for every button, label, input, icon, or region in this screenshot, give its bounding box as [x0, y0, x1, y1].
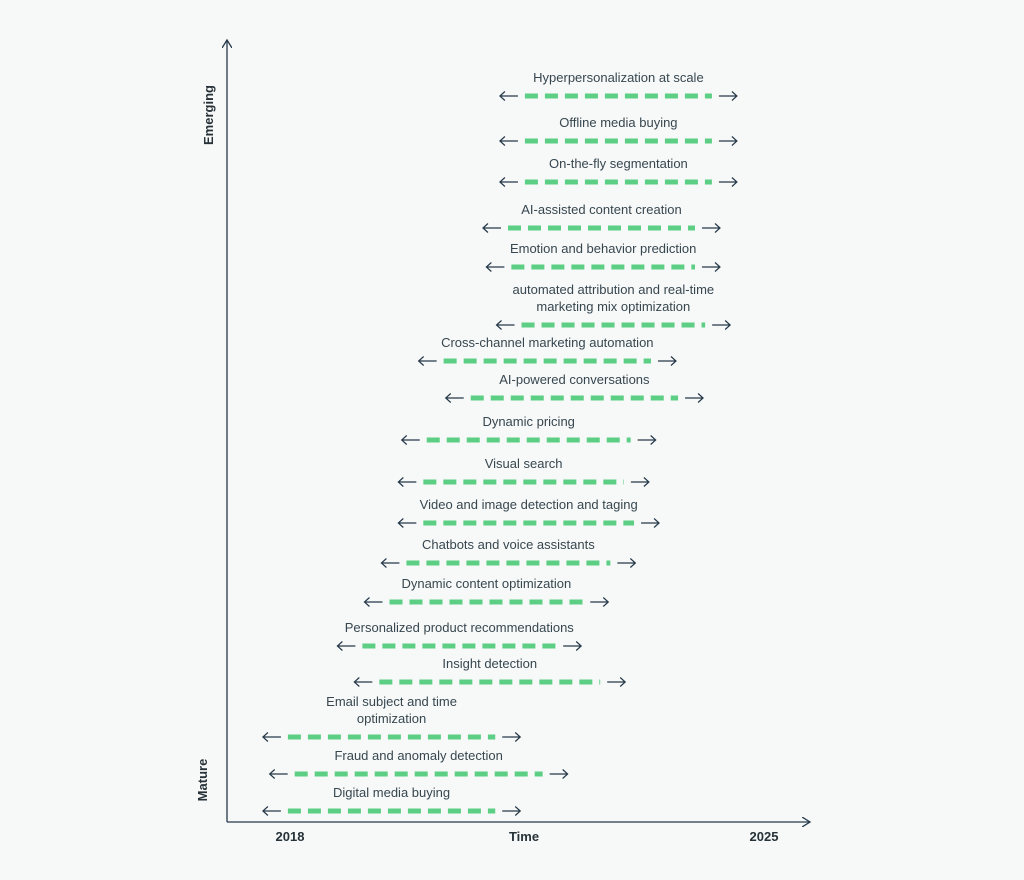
- right-arrow-icon: [637, 435, 657, 445]
- timeline-item: Fraud and anomaly detection: [268, 748, 569, 779]
- y-axis-top-label: Emerging: [201, 85, 216, 145]
- right-arrow-icon: [590, 597, 610, 607]
- right-arrow-icon: [712, 320, 732, 330]
- timeline-item: automated attribution and real-time marke…: [495, 282, 732, 330]
- left-arrow-icon: [499, 177, 518, 187]
- item-label: Offline media buying: [559, 115, 677, 130]
- timeline-item: AI-assisted content creation: [482, 202, 721, 233]
- right-arrow-icon: [617, 558, 637, 568]
- left-arrow-icon: [397, 477, 417, 487]
- item-label: AI-assisted content creation: [521, 202, 681, 217]
- left-arrow-icon: [485, 262, 505, 272]
- right-arrow-icon: [607, 677, 627, 687]
- item-label: Personalized product recommendations: [345, 620, 575, 635]
- right-arrow-icon: [563, 641, 583, 651]
- item-label: Video and image detection and taging: [420, 497, 638, 512]
- left-arrow-icon: [444, 393, 464, 403]
- item-label: Dynamic content optimization: [401, 576, 571, 591]
- right-arrow-icon: [718, 136, 738, 146]
- x-axis-start-label: 2018: [276, 829, 305, 844]
- item-label: AI-powered conversations: [499, 372, 650, 387]
- item-label: Fraud and anomaly detection: [334, 748, 502, 763]
- item-label: Hyperpersonalization at scale: [533, 70, 704, 85]
- timeline-items: Hyperpersonalization at scale Offline med…: [262, 70, 738, 816]
- left-arrow-icon: [400, 435, 420, 445]
- right-arrow-icon: [718, 91, 738, 101]
- right-arrow-icon: [657, 356, 677, 366]
- right-arrow-icon: [502, 732, 522, 742]
- timeline-item: Visual search: [397, 456, 650, 487]
- right-arrow-icon: [641, 518, 660, 528]
- item-label: automated attribution and real-time marke…: [513, 282, 715, 314]
- timeline-item: AI-powered conversations: [444, 372, 704, 403]
- item-label: Cross-channel marketing automation: [441, 335, 653, 350]
- left-arrow-icon: [397, 518, 417, 528]
- timeline-item: Offline media buying: [499, 115, 738, 146]
- right-arrow-icon: [718, 177, 738, 187]
- timeline-item: Personalized product recommendations: [336, 620, 583, 651]
- item-label: Emotion and behavior prediction: [510, 241, 696, 256]
- left-arrow-icon: [499, 91, 518, 101]
- right-arrow-icon: [685, 393, 704, 403]
- timeline-item: Dynamic content optimization: [363, 576, 610, 607]
- timeline-item: Email subject and time optimization: [262, 694, 522, 742]
- left-arrow-icon: [268, 769, 288, 779]
- left-arrow-icon: [363, 597, 383, 607]
- left-arrow-icon: [380, 558, 400, 568]
- right-arrow-icon: [630, 477, 650, 487]
- left-arrow-icon: [353, 677, 373, 687]
- timeline-item: Digital media buying: [262, 785, 522, 816]
- item-label: Insight detection: [442, 656, 537, 671]
- item-label: Visual search: [485, 456, 563, 471]
- timeline-item: Hyperpersonalization at scale: [499, 70, 738, 101]
- right-arrow-icon: [549, 769, 569, 779]
- right-arrow-icon: [502, 806, 522, 816]
- x-axis-label: Time: [509, 829, 539, 844]
- y-axis-bottom-label: Mature: [195, 759, 210, 802]
- x-axis-end-label: 2025: [750, 829, 779, 844]
- timeline-item: Dynamic pricing: [400, 414, 657, 445]
- timeline-item: Video and image detection and taging: [397, 497, 660, 528]
- item-label: Email subject and time optimization: [326, 694, 457, 726]
- item-label: Dynamic pricing: [482, 414, 574, 429]
- left-arrow-icon: [417, 356, 437, 366]
- item-label: Digital media buying: [333, 785, 450, 800]
- timeline-item: Insight detection: [353, 656, 627, 687]
- timeline-item: Chatbots and voice assistants: [380, 537, 637, 568]
- left-arrow-icon: [262, 806, 281, 816]
- timeline-item: Cross-channel marketing automation: [417, 335, 677, 366]
- item-label: On-the-fly segmentation: [549, 156, 688, 171]
- left-arrow-icon: [499, 136, 518, 146]
- left-arrow-icon: [262, 732, 281, 742]
- right-arrow-icon: [701, 262, 721, 272]
- right-arrow-icon: [701, 223, 721, 233]
- left-arrow-icon: [482, 223, 501, 233]
- left-arrow-icon: [336, 641, 356, 651]
- timeline-item: Emotion and behavior prediction: [485, 241, 721, 272]
- left-arrow-icon: [495, 320, 515, 330]
- item-label: Chatbots and voice assistants: [422, 537, 595, 552]
- timeline-item: On-the-fly segmentation: [499, 156, 738, 187]
